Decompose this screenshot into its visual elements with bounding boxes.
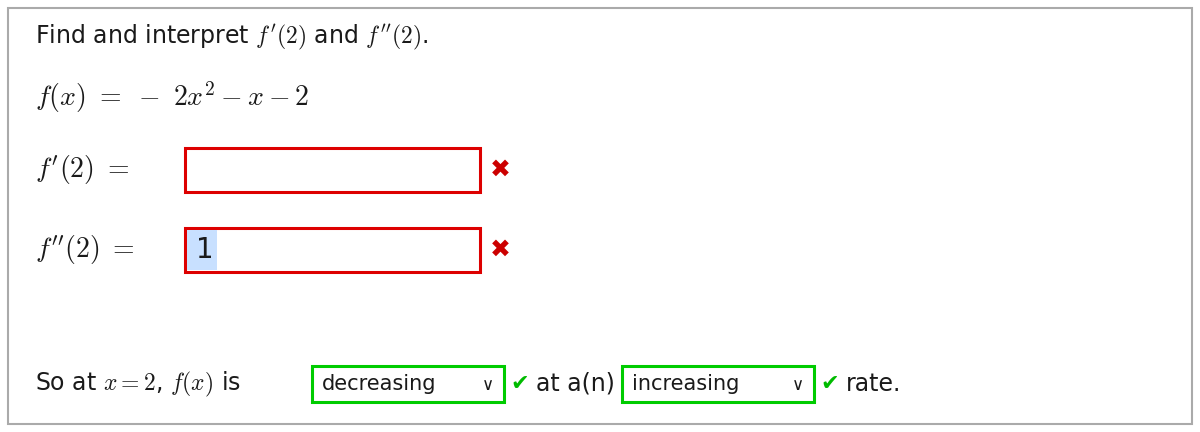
- Text: ∨: ∨: [792, 376, 804, 394]
- Text: $f'(2)\ =$: $f'(2)\ =$: [35, 153, 130, 187]
- Text: rate.: rate.: [846, 372, 901, 396]
- Text: Find and interpret $f'(2)$ and $f''(2)$.: Find and interpret $f'(2)$ and $f''(2)$.: [35, 22, 428, 51]
- Text: ✖: ✖: [490, 238, 511, 262]
- Text: ✖: ✖: [490, 158, 511, 182]
- FancyBboxPatch shape: [187, 230, 217, 270]
- FancyBboxPatch shape: [8, 8, 1192, 424]
- Text: decreasing: decreasing: [322, 374, 437, 394]
- Text: $f''(2)\ =$: $f''(2)\ =$: [35, 234, 134, 267]
- Text: ∨: ∨: [482, 376, 494, 394]
- Text: So at $x = 2$, $f(x)$ is: So at $x = 2$, $f(x)$ is: [35, 369, 241, 399]
- FancyBboxPatch shape: [622, 366, 814, 402]
- Text: 1: 1: [196, 236, 214, 264]
- Text: ✔: ✔: [820, 374, 839, 394]
- Text: increasing: increasing: [632, 374, 739, 394]
- Text: at a(n): at a(n): [536, 372, 614, 396]
- FancyBboxPatch shape: [185, 148, 480, 192]
- Text: $f(x)\ =\ -\ 2x^2 - x - 2$: $f(x)\ =\ -\ 2x^2 - x - 2$: [35, 79, 310, 115]
- FancyBboxPatch shape: [312, 366, 504, 402]
- Text: ✔: ✔: [510, 374, 529, 394]
- FancyBboxPatch shape: [185, 228, 480, 272]
